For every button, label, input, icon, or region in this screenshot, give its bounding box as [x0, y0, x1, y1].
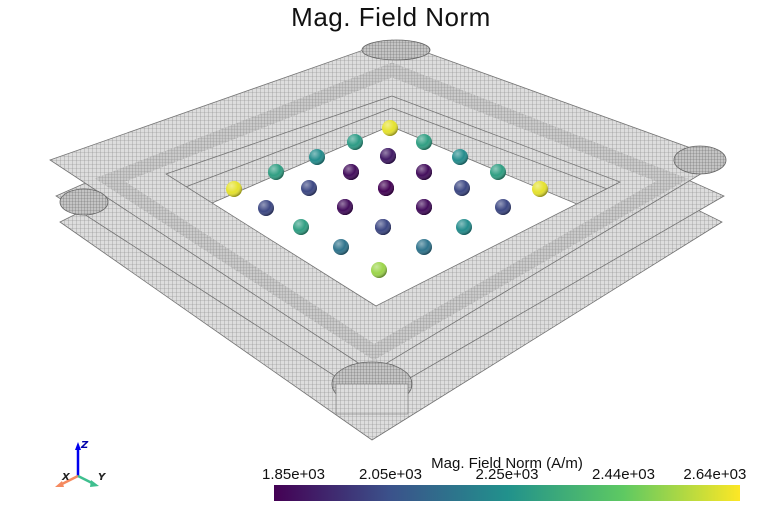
- sensor-sphere: [532, 181, 548, 197]
- sensor-sphere: [301, 180, 317, 196]
- terminal-right: [673, 145, 727, 175]
- terminal-top: [361, 39, 431, 61]
- sensor-sphere: [490, 164, 506, 180]
- orientation-axes[interactable]: Z X Y: [48, 436, 118, 496]
- sensor-sphere: [416, 199, 432, 215]
- x-arrow-icon: [55, 481, 64, 487]
- coil-mesh: [49, 39, 727, 441]
- x-axis: [59, 474, 79, 487]
- colorbar-tick-label: 2.05e+03: [359, 466, 422, 483]
- coil-inner-band: [94, 62, 689, 361]
- sensor-sphere: [337, 199, 353, 215]
- terminal-bottom-post: [335, 383, 409, 415]
- sensor-sphere: [343, 164, 359, 180]
- colorbar-title: Mag. Field Norm (A/m): [431, 455, 583, 472]
- colorbar-tick-label: 2.25e+03: [475, 466, 539, 483]
- sensor-sphere: [416, 134, 432, 150]
- colorbar-tick-label: 1.85e+03: [262, 466, 325, 483]
- terminal-left: [59, 188, 109, 216]
- sensor-sphere: [452, 149, 468, 165]
- sensor-sphere: [268, 164, 284, 180]
- colorbar: [274, 485, 740, 501]
- sensor-sphere: [226, 181, 242, 197]
- sensor-sphere: [371, 262, 387, 278]
- sensor-sphere: [456, 219, 472, 235]
- sensor-sphere: [416, 239, 432, 255]
- sensor-sphere: [382, 120, 398, 136]
- sensor-sphere: [495, 199, 511, 215]
- sensor-sphere: [378, 180, 394, 196]
- colorbar-tick-label: 2.44e+03: [592, 466, 655, 483]
- z-axis-label: Z: [80, 440, 89, 451]
- sensor-sphere: [333, 239, 349, 255]
- sensor-sphere: [258, 200, 274, 216]
- y-axis-label: Y: [98, 472, 107, 483]
- sensor-sphere: [454, 180, 470, 196]
- sensor-sphere: [309, 149, 325, 165]
- colorbar-tick-label: 2.64e+03: [683, 466, 747, 483]
- y-arrow-icon: [90, 480, 99, 487]
- sensor-sphere: [416, 164, 432, 180]
- plot-title: Mag. Field Norm: [291, 2, 491, 32]
- z-arrow-icon: [75, 442, 81, 450]
- sensor-sphere: [347, 134, 363, 150]
- sensor-sphere: [293, 219, 309, 235]
- sensor-sphere: [375, 219, 391, 235]
- sensor-spheres: [226, 120, 548, 278]
- sensor-sphere: [380, 148, 396, 164]
- x-axis-label: X: [61, 472, 71, 483]
